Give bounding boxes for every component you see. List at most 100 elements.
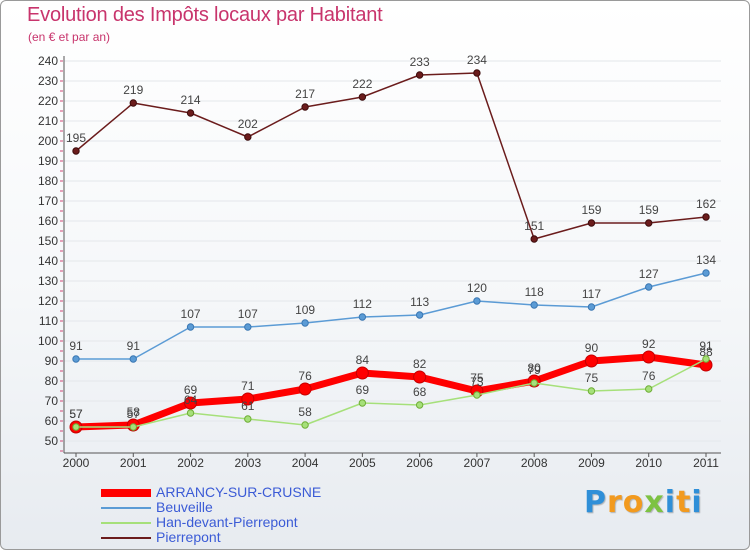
chart-subtitle: (en € et par an)	[28, 30, 111, 44]
data-label-beuveille-2004: 109	[295, 303, 315, 317]
point-han-devant-pierrepont-2011	[702, 355, 710, 363]
data-label-han-devant-pierrepont-2007: 73	[470, 375, 484, 389]
x-tick-label: 2001	[120, 456, 147, 470]
y-tick-label: 70	[45, 394, 59, 408]
point-arrancy-sur-crusne-2003	[241, 392, 255, 406]
point-beuveille-2007	[473, 297, 481, 305]
x-tick-labels: 2000 2001 2002 2003 2004 2005 2006 2007 2008 2009…	[63, 453, 719, 470]
y-tick-label: 110	[39, 314, 58, 328]
legend: ARRANCY-SUR-CRUSNE Beuveille Han-devant-…	[101, 484, 361, 545]
point-han-devant-pierrepont-2003	[244, 415, 252, 423]
series-beuveille: 91 91 107 107 109 112 113 120 118 117 127 134	[69, 253, 716, 363]
point-pierrepont-2009	[587, 219, 596, 227]
series-pierrepont: 195 219 214 202 217 222 233 234 151 159 159 162	[66, 53, 716, 243]
legend-swatch-beuveille	[101, 506, 151, 509]
y-tick-label: 50	[45, 434, 59, 448]
data-label-pierrepont-2008: 151	[524, 219, 544, 233]
x-tick-label: 2007	[464, 456, 491, 470]
point-beuveille-2011	[702, 269, 710, 277]
data-label-beuveille-2008: 118	[525, 285, 544, 299]
data-label-han-devant-pierrepont-2002: 64	[184, 393, 198, 407]
legend-swatch-pierrepont	[101, 536, 151, 539]
line-chart: 50 60 70 80 90 100 110 120 130 140 150 160 170 180 190…	[38, 53, 721, 470]
legend-item-han-devant-pierrepont: Han-devant-Pierrepont	[101, 514, 361, 530]
data-label-pierrepont-2002: 214	[181, 93, 201, 107]
data-label-arrancy-sur-crusne-2001: 58	[127, 405, 141, 419]
data-label-beuveille-2006: 113	[410, 295, 429, 309]
data-label-han-devant-pierrepont-2011: 91	[699, 339, 713, 353]
data-label-arrancy-sur-crusne-2005: 84	[356, 353, 370, 367]
point-pierrepont-2001	[129, 99, 137, 107]
y-tick-label: 120	[38, 294, 58, 308]
point-arrancy-sur-crusne-2010	[642, 350, 656, 364]
point-han-devant-pierrepont-2008	[530, 379, 538, 387]
point-beuveille-2006	[415, 311, 424, 319]
data-label-beuveille-2010: 127	[639, 267, 659, 281]
data-label-han-devant-pierrepont-2003: 61	[241, 399, 255, 413]
point-han-devant-pierrepont-2010	[645, 385, 653, 393]
y-tick-label: 190	[38, 154, 58, 168]
y-tick-label: 180	[38, 174, 58, 188]
point-pierrepont-2005	[358, 93, 367, 101]
point-han-devant-pierrepont-2000	[72, 423, 80, 431]
data-label-pierrepont-2001: 219	[123, 83, 143, 97]
legend-item-pierrepont: Pierrepont	[101, 529, 361, 545]
y-tick-label: 170	[38, 194, 58, 208]
point-pierrepont-2004	[301, 103, 309, 111]
data-label-arrancy-sur-crusne-2004: 76	[298, 369, 312, 383]
x-tick-label: 2005	[349, 456, 376, 470]
data-label-beuveille-2011: 134	[696, 253, 716, 267]
legend-label: ARRANCY-SUR-CRUSNE	[156, 484, 322, 500]
series-line-arrancy-sur-crusne	[72, 353, 710, 431]
logo-letter: t	[676, 485, 692, 520]
data-label-arrancy-sur-crusne-2007: 75	[470, 371, 484, 385]
y-tick-label: 100	[38, 334, 58, 348]
point-han-devant-pierrepont-2001	[129, 423, 137, 431]
x-tick-label: 2002	[177, 456, 204, 470]
point-han-devant-pierrepont-2009	[587, 387, 596, 395]
point-beuveille-2004	[301, 319, 309, 327]
series-line-han-devant-pierrepont	[75, 358, 707, 428]
data-label-han-devant-pierrepont-2005: 69	[356, 383, 370, 397]
y-tick-label: 90	[45, 354, 59, 368]
data-label-beuveille-2000: 91	[69, 339, 83, 353]
data-label-han-devant-pierrepont-2009: 75	[585, 371, 599, 385]
data-label-pierrepont-2009: 159	[581, 203, 601, 217]
data-label-han-devant-pierrepont-2008: 79	[528, 363, 542, 377]
point-arrancy-sur-crusne-2004	[298, 382, 312, 396]
data-label-han-devant-pierrepont-2010: 76	[642, 369, 656, 383]
legend-swatch-han-devant-pierrepont	[101, 521, 151, 524]
legend-label: Beuveille	[156, 499, 213, 515]
data-label-pierrepont-2003: 202	[238, 117, 258, 131]
data-label-pierrepont-2010: 159	[639, 203, 659, 217]
data-label-arrancy-sur-crusne-2002: 69	[184, 383, 198, 397]
data-label-arrancy-sur-crusne-2006: 82	[413, 357, 427, 371]
logo-letter: o	[622, 485, 645, 520]
x-tick-label: 2010	[635, 456, 662, 470]
data-label-beuveille-2002: 107	[181, 307, 201, 321]
point-beuveille-2008	[530, 301, 538, 309]
point-beuveille-2001	[129, 355, 137, 363]
y-tick-label: 150	[38, 234, 58, 248]
y-minor-ticks	[60, 60, 63, 452]
point-beuveille-2002	[186, 323, 195, 331]
y-tick-label: 230	[38, 74, 58, 88]
point-pierrepont-2002	[186, 109, 195, 117]
series-line-pierrepont	[75, 72, 707, 240]
point-arrancy-sur-crusne-2002	[184, 396, 198, 410]
point-han-devant-pierrepont-2007	[473, 391, 481, 399]
point-pierrepont-2008	[530, 235, 538, 243]
y-tick-labels: 50 60 70 80 90 100 110 120 130 140 150 160 170 180 190…	[38, 54, 58, 448]
y-tick-label: 80	[45, 374, 59, 388]
proxiti-logo: Proxiti	[584, 485, 703, 520]
point-beuveille-2003	[244, 323, 252, 331]
data-label-pierrepont-2004: 217	[295, 87, 315, 101]
y-tick-label: 220	[38, 94, 58, 108]
y-tick-label: 210	[38, 114, 58, 128]
point-pierrepont-2007	[473, 69, 481, 77]
data-label-pierrepont-2007: 234	[467, 53, 487, 67]
data-label-beuveille-2005: 112	[353, 297, 372, 311]
y-tick-label: 240	[38, 54, 58, 68]
